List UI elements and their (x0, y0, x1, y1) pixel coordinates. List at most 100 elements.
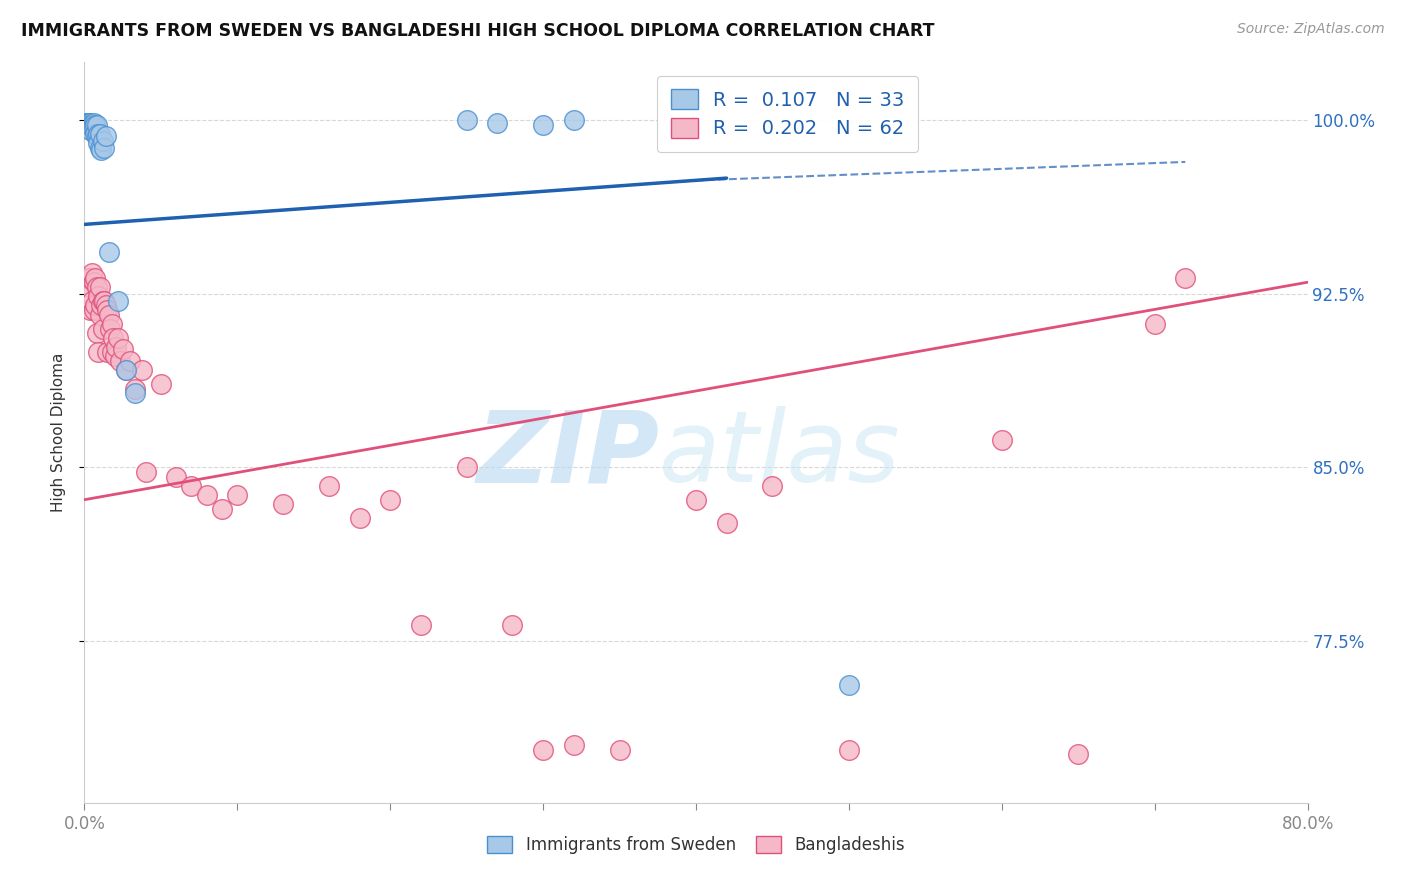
Point (83, 275, 105, 289)
Point (93, 141, 115, 155)
Point (318, 479, 340, 493)
Point (211, 502, 233, 516)
Point (486, 115, 509, 129)
Point (97, 308, 120, 322)
Legend: Immigrants from Sweden, Bangladeshis: Immigrants from Sweden, Bangladeshis (481, 830, 911, 861)
Point (838, 678, 860, 692)
Point (149, 377, 172, 392)
Point (114, 363, 136, 377)
Point (98, 321, 121, 335)
Point (87, 344, 110, 359)
Point (120, 354, 142, 368)
Point (131, 363, 153, 377)
Point (84, 118, 107, 132)
Point (226, 488, 249, 502)
Point (380, 492, 402, 507)
Point (89, 141, 111, 155)
Point (76, 118, 98, 132)
Point (89, 308, 111, 322)
Point (87, 136, 110, 151)
Y-axis label: High School Diploma: High School Diploma (51, 353, 66, 512)
Point (83, 303, 105, 318)
Point (83, 120, 105, 135)
Point (97, 245, 120, 260)
Point (502, 617, 524, 632)
Point (77, 280, 100, 294)
Point (76, 270, 98, 285)
Point (84, 298, 107, 312)
Point (101, 317, 124, 331)
Point (89, 280, 111, 294)
Point (1067, 747, 1090, 762)
Point (562, 738, 585, 752)
Point (101, 344, 124, 359)
Point (86, 129, 108, 144)
Point (96, 344, 118, 359)
Point (111, 343, 134, 357)
Point (94, 129, 117, 144)
Point (114, 363, 136, 377)
Point (107, 331, 129, 345)
Text: Source: ZipAtlas.com: Source: ZipAtlas.com (1237, 22, 1385, 37)
Point (87, 289, 110, 303)
Point (80, 293, 103, 308)
Point (456, 460, 478, 475)
Point (77, 115, 100, 129)
Point (83, 115, 105, 129)
Point (1143, 317, 1166, 331)
Point (80, 120, 103, 135)
Point (124, 386, 146, 401)
Point (79, 122, 101, 136)
Point (91, 321, 114, 335)
Point (761, 479, 783, 493)
Point (89, 127, 111, 141)
Point (1174, 270, 1197, 285)
Point (79, 303, 101, 318)
Point (104, 349, 127, 363)
Point (103, 331, 125, 345)
Point (531, 742, 554, 756)
Point (90, 144, 112, 158)
Point (91, 134, 114, 148)
Point (609, 742, 631, 756)
Text: atlas: atlas (659, 407, 901, 503)
Point (124, 382, 146, 396)
Point (75, 115, 97, 129)
Point (84, 270, 107, 285)
Text: ZIP: ZIP (477, 407, 659, 503)
Point (77, 118, 100, 132)
Point (409, 617, 432, 632)
Point (79, 115, 101, 129)
Point (107, 293, 129, 308)
Point (105, 340, 128, 354)
Point (79, 270, 101, 285)
Point (685, 492, 707, 507)
Point (531, 118, 554, 132)
Point (87, 127, 110, 141)
Point (80, 118, 103, 132)
Point (96, 303, 118, 318)
Point (135, 465, 157, 479)
Point (84, 127, 107, 141)
Point (79, 118, 101, 132)
Point (91, 293, 114, 308)
Point (271, 497, 294, 511)
Point (456, 113, 478, 128)
Text: IMMIGRANTS FROM SWEDEN VS BANGLADESHI HIGH SCHOOL DIPLOMA CORRELATION CHART: IMMIGRANTS FROM SWEDEN VS BANGLADESHI HI… (21, 22, 935, 40)
Point (76, 115, 98, 129)
Point (562, 113, 585, 128)
Point (86, 118, 108, 132)
Point (195, 488, 218, 502)
Point (94, 298, 117, 312)
Point (991, 433, 1014, 447)
Point (838, 742, 860, 756)
Point (86, 280, 108, 294)
Point (80, 266, 103, 280)
Point (86, 326, 108, 340)
Point (716, 516, 738, 530)
Point (90, 298, 112, 312)
Point (93, 293, 115, 308)
Point (165, 469, 187, 483)
Point (180, 479, 202, 493)
Point (349, 511, 371, 525)
